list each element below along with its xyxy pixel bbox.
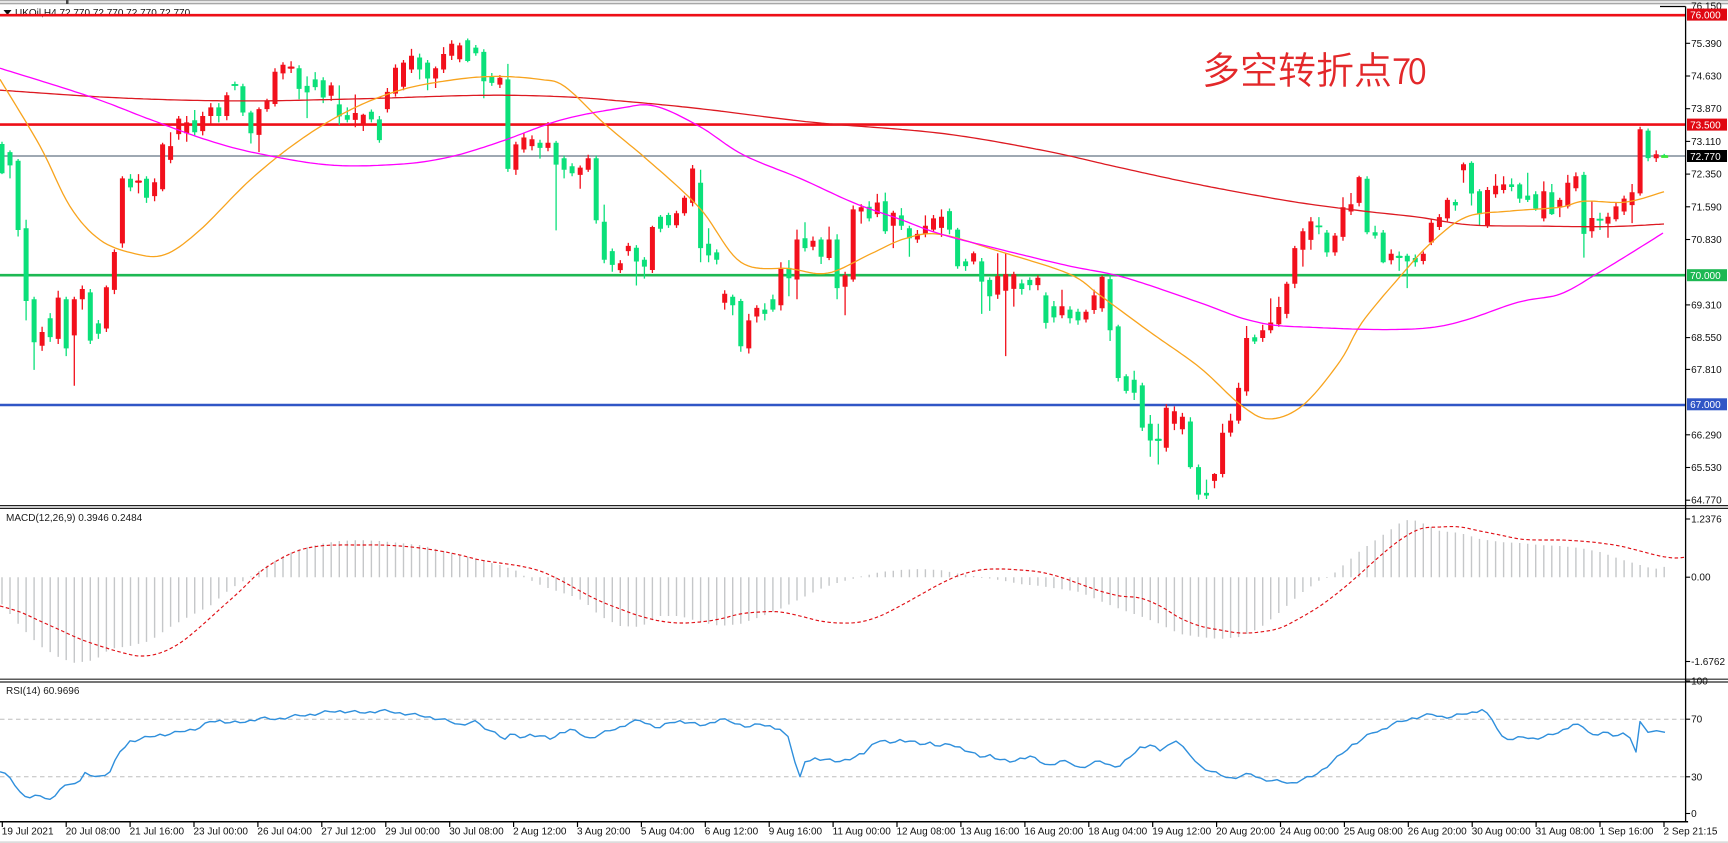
svg-text:26 Jul 04:00: 26 Jul 04:00 xyxy=(257,827,312,838)
svg-text:9 Aug 16:00: 9 Aug 16:00 xyxy=(769,827,823,838)
svg-text:0: 0 xyxy=(1691,809,1697,820)
svg-text:76.000: 76.000 xyxy=(1690,10,1721,21)
svg-text:30 Jul 08:00: 30 Jul 08:00 xyxy=(449,827,504,838)
svg-text:68.550: 68.550 xyxy=(1691,333,1722,344)
svg-text:5 Aug 04:00: 5 Aug 04:00 xyxy=(641,827,695,838)
svg-text:21 Jul 16:00: 21 Jul 16:00 xyxy=(130,827,185,838)
svg-text:20 Jul 08:00: 20 Jul 08:00 xyxy=(66,827,121,838)
svg-text:73.110: 73.110 xyxy=(1691,137,1721,148)
svg-text:69.310: 69.310 xyxy=(1691,300,1722,311)
svg-text:73.870: 73.870 xyxy=(1691,104,1722,115)
svg-text:12 Aug 08:00: 12 Aug 08:00 xyxy=(897,827,956,838)
svg-text:27 Jul 12:00: 27 Jul 12:00 xyxy=(321,827,376,838)
svg-text:3 Aug 20:00: 3 Aug 20:00 xyxy=(577,827,631,838)
svg-text:31 Aug 08:00: 31 Aug 08:00 xyxy=(1536,827,1595,838)
svg-text:71.590: 71.590 xyxy=(1691,202,1722,213)
svg-text:76.150: 76.150 xyxy=(1691,2,1722,13)
svg-text:2 Sep 21:15: 2 Sep 21:15 xyxy=(1664,827,1718,838)
svg-text:RSI(14) 60.9696: RSI(14) 60.9696 xyxy=(6,686,80,697)
svg-text:26 Aug 20:00: 26 Aug 20:00 xyxy=(1408,827,1467,838)
svg-text:30 Aug 00:00: 30 Aug 00:00 xyxy=(1472,827,1531,838)
svg-text:67.810: 67.810 xyxy=(1691,365,1722,376)
svg-text:0.00: 0.00 xyxy=(1691,573,1711,584)
svg-text:65.530: 65.530 xyxy=(1691,463,1722,474)
svg-text:11 Aug 00:00: 11 Aug 00:00 xyxy=(833,827,892,838)
svg-text:23 Jul 00:00: 23 Jul 00:00 xyxy=(194,827,249,838)
svg-text:74.630: 74.630 xyxy=(1691,72,1722,83)
svg-text:20 Aug 20:00: 20 Aug 20:00 xyxy=(1216,827,1275,838)
svg-text:64.770: 64.770 xyxy=(1691,496,1722,507)
svg-text:UKOil,H4 72.770 72.770 72.770: UKOil,H4 72.770 72.770 72.770 72.770 xyxy=(15,8,191,19)
svg-text:13 Aug 16:00: 13 Aug 16:00 xyxy=(960,827,1019,838)
svg-text:24 Aug 00:00: 24 Aug 00:00 xyxy=(1280,827,1339,838)
svg-text:25 Aug 08:00: 25 Aug 08:00 xyxy=(1344,827,1403,838)
svg-text:73.500: 73.500 xyxy=(1690,120,1721,131)
svg-text:70: 70 xyxy=(1691,715,1703,726)
svg-text:70.000: 70.000 xyxy=(1690,271,1721,282)
svg-text:72.770: 72.770 xyxy=(1690,152,1721,163)
svg-text:67.000: 67.000 xyxy=(1690,400,1721,411)
svg-text:75.390: 75.390 xyxy=(1691,39,1722,50)
svg-text:100: 100 xyxy=(1691,677,1708,688)
svg-text:30: 30 xyxy=(1691,772,1703,783)
svg-text:72.350: 72.350 xyxy=(1691,170,1722,181)
svg-text:19 Aug 12:00: 19 Aug 12:00 xyxy=(1152,827,1211,838)
svg-text:2 Aug 12:00: 2 Aug 12:00 xyxy=(513,827,567,838)
svg-text:66.290: 66.290 xyxy=(1691,430,1722,441)
svg-text:29 Jul 00:00: 29 Jul 00:00 xyxy=(385,827,440,838)
svg-text:70.830: 70.830 xyxy=(1691,235,1722,246)
svg-text:19 Jul 2021: 19 Jul 2021 xyxy=(2,827,54,838)
svg-text:16 Aug 20:00: 16 Aug 20:00 xyxy=(1024,827,1083,838)
svg-text:1.2376: 1.2376 xyxy=(1691,515,1722,526)
svg-text:1 Sep 16:00: 1 Sep 16:00 xyxy=(1600,827,1654,838)
svg-text:MACD(12,26,9) 0.3946 0.2484: MACD(12,26,9) 0.3946 0.2484 xyxy=(6,513,143,524)
svg-text:6 Aug 12:00: 6 Aug 12:00 xyxy=(705,827,759,838)
svg-text:18 Aug 04:00: 18 Aug 04:00 xyxy=(1088,827,1147,838)
svg-text:-1.6762: -1.6762 xyxy=(1691,657,1725,668)
